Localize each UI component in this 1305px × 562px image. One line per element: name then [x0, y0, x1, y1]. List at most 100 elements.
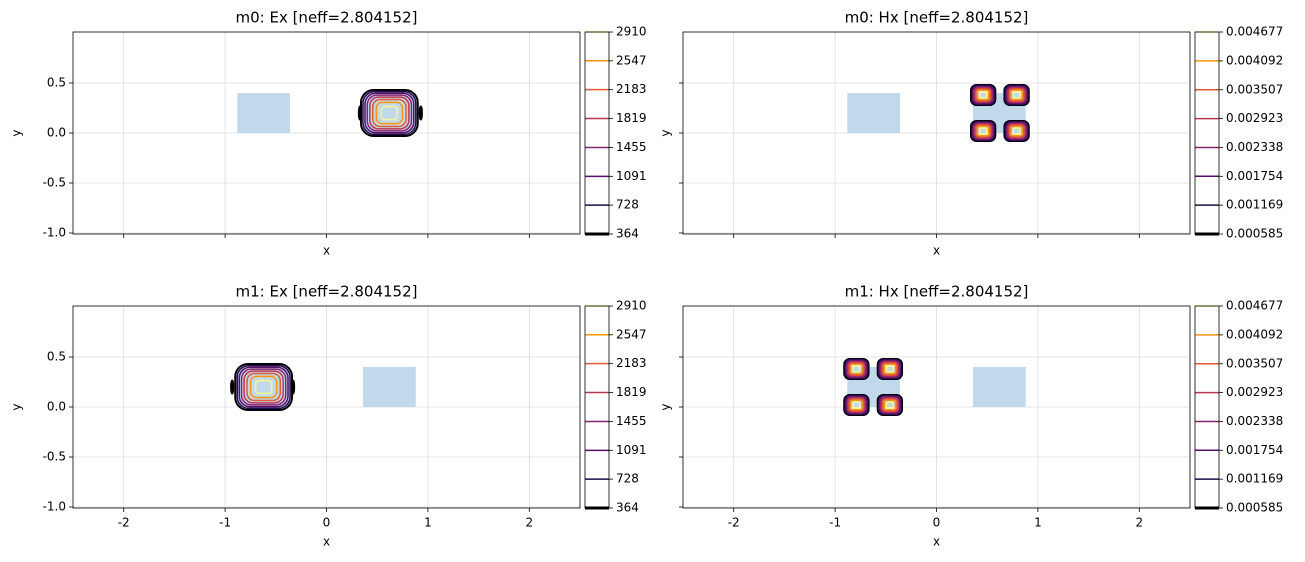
colorbar-tick-label: 0.002338: [1226, 414, 1283, 428]
contour-line: [972, 122, 994, 140]
contour-line: [878, 395, 902, 415]
contour-line: [366, 94, 413, 132]
colorbar-tick-label: 2547: [616, 327, 647, 341]
colorbar-tick-label: 0.002923: [1226, 385, 1283, 399]
waveguide: [237, 93, 290, 133]
subplot: m1: Ex [neff=2.804152] -2 -1 0 1 2 -1.0 -0.5 0.0…: [10, 283, 647, 549]
colorbar-tick-label: 1091: [616, 443, 647, 457]
contour-line: [847, 361, 866, 377]
contour-line: [846, 396, 867, 414]
contour-line: [974, 87, 993, 103]
contour-line: [975, 88, 992, 102]
contour-line: [1007, 87, 1026, 103]
x-tick-label: 0: [933, 516, 941, 530]
contour-line: [885, 401, 895, 409]
colorbar-tick-label: 1819: [616, 385, 647, 399]
contour-line: [1006, 86, 1027, 104]
y-tick-label: -0.5: [43, 450, 66, 464]
contour-line: [1010, 89, 1023, 101]
x-tick-label: 1: [424, 516, 432, 530]
x-axis-label: x: [933, 535, 940, 549]
colorbar-tick-label: 1455: [616, 140, 647, 154]
y-tick-label: -1.0: [43, 226, 66, 240]
y-tick-label: -0.5: [43, 176, 66, 190]
contour-line: [230, 379, 235, 395]
colorbar-tick-label: 0.001169: [1226, 472, 1283, 486]
x-axis-label: x: [323, 535, 330, 549]
colorbar-tick-label: 364: [616, 227, 639, 241]
colorbar-tick-label: 728: [616, 472, 639, 486]
contour-line: [880, 361, 899, 377]
contour-line: [885, 365, 895, 373]
contour-line: [845, 395, 868, 415]
contour-line: [978, 127, 988, 135]
contour-line: [880, 397, 899, 413]
colorbar-tick-label: 0.004677: [1226, 25, 1283, 39]
y-axis-label: y: [659, 129, 673, 136]
contour-line: [974, 123, 993, 139]
contour-line: [971, 85, 995, 105]
subplot-title: m0: Hx [neff=2.804152]: [845, 9, 1029, 27]
contour-line: [240, 368, 287, 406]
contour-line: [249, 375, 278, 399]
contour-line: [881, 398, 898, 412]
contour-line: [850, 399, 863, 411]
contour-line: [375, 101, 404, 125]
subplot: m1: Hx [neff=2.804152] -2 -1 0 1 2 x y 0.000585 0…: [659, 283, 1284, 549]
colorbar-tick-label: 0.002923: [1226, 111, 1283, 125]
x-tick-label: 0: [323, 516, 331, 530]
contour-line: [883, 399, 897, 411]
contour-line: [1005, 85, 1028, 105]
contour-line: [1012, 91, 1021, 99]
contour-line: [418, 105, 423, 121]
contour-line: [243, 370, 284, 404]
subplot-title: m1: Ex [neff=2.804152]: [235, 283, 417, 301]
contour-line: [850, 363, 863, 375]
contour-line: [976, 89, 990, 101]
colorbar-tick-label: 2183: [616, 82, 647, 96]
x-axis-label: x: [933, 244, 940, 258]
colorbar-tick-label: 0.001754: [1226, 169, 1283, 183]
colorbar-tick-label: 0.004092: [1226, 327, 1283, 341]
y-axis-label: y: [10, 129, 24, 136]
colorbar-tick-label: 0.004677: [1226, 299, 1283, 313]
subplot-title: m1: Hx [neff=2.804152]: [845, 283, 1029, 301]
contour-line: [362, 90, 417, 136]
x-tick-label: -2: [728, 516, 740, 530]
colorbar-tick-label: 364: [616, 501, 639, 515]
subplot: m0: Ex [neff=2.804152] -1.0 -0.5 0.0 0.5 x y 36…: [10, 9, 647, 258]
colorbar-frame: [584, 31, 610, 235]
colorbar-tick-label: 728: [616, 198, 639, 212]
waveguide: [363, 367, 416, 407]
contour-line: [848, 362, 865, 376]
x-tick-label: -1: [829, 516, 841, 530]
colorbar-tick-label: 0.001169: [1226, 198, 1283, 212]
contour-line: [238, 366, 289, 408]
waveguide: [973, 367, 1026, 407]
x-tick-label: 2: [1135, 516, 1143, 530]
contour-line: [971, 121, 995, 141]
contour-line: [1005, 121, 1028, 141]
contour-line: [1012, 127, 1021, 135]
colorbar-tick-label: 0.003507: [1226, 82, 1283, 96]
contour-line: [883, 363, 897, 375]
colorbar-tick-label: 0.000585: [1226, 501, 1283, 515]
y-tick-label: -1.0: [43, 500, 66, 514]
colorbar-tick-label: 0.002338: [1226, 140, 1283, 154]
contour-line: [246, 372, 282, 402]
y-axis-label: y: [659, 403, 673, 410]
contour-line: [369, 96, 410, 130]
y-tick-label: 0.0: [47, 126, 66, 140]
colorbar-tick-label: 1091: [616, 169, 647, 183]
contour-line: [1006, 122, 1027, 140]
contour-line: [852, 365, 861, 373]
contour-line: [1007, 123, 1026, 139]
y-tick-label: 0.5: [47, 76, 66, 90]
contour-line: [364, 92, 415, 134]
colorbar-tick-label: 0.001754: [1226, 443, 1283, 457]
contour-line: [847, 397, 866, 413]
colorbar-tick-label: 1819: [616, 111, 647, 125]
x-tick-label: -2: [118, 516, 130, 530]
waveguide: [847, 93, 900, 133]
